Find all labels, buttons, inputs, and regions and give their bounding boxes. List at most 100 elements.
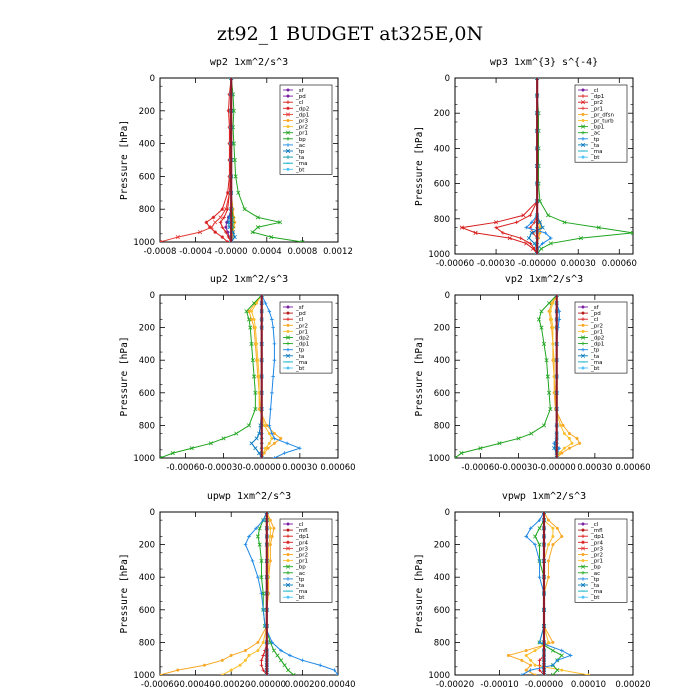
legend-entry: _ta [590,143,599,149]
legend-entry: _dp2 [590,336,604,342]
x-tick-label: -0.00020 [436,680,474,690]
data-point [537,518,542,522]
x-tick-label: -0.00000 [538,463,576,473]
data-point [208,225,212,230]
data-point [261,653,266,658]
data-point [270,317,274,322]
x-tick-label: 0.00060 [602,259,637,269]
legend-marker [581,118,585,123]
data-point [521,213,526,218]
data-point [578,441,582,445]
legend-entry: _pd [590,311,601,317]
legend-entry: _pr_dfsn [590,112,615,118]
legend-entry: _cl [295,317,304,323]
legend-entry: _ma [295,589,307,595]
x-tick-label: -0.0004 [179,247,212,257]
data-point [494,225,498,230]
y-axis-label: Pressure [hPa] [119,336,130,416]
panel-up2: up2 1xm^2/s^3 Pressure [hPa] 0 200 400 600 800… [119,274,356,473]
data-point [254,436,259,441]
data-point [170,451,175,456]
legend-marker [286,522,290,526]
legend-entry: _sf [295,305,305,311]
y-tick-label: 200 [139,107,155,117]
data-point [551,663,555,668]
legend-marker [580,124,586,129]
legend-marker [286,155,290,159]
data-point [255,301,259,305]
data-point [250,230,255,235]
legend: _sf_pd_cl_pr2_pr1_dp2_dp1_tp_ta_ma_bt [279,301,333,374]
plot-area [160,78,305,242]
legend-marker [581,341,585,346]
legend-entry: _ac [590,131,600,137]
legend: _cl_mfl_dp1_pr4_pr3_pr2_pr1_bp_ac_tp_ta_… [574,518,628,603]
data-point [278,658,284,663]
data-point [558,423,563,427]
plot-area [455,295,582,458]
data-point [575,436,579,440]
data-point [229,78,234,81]
data-point [537,575,542,579]
data-point [220,225,225,230]
data-point [259,663,264,668]
legend-marker [581,329,585,333]
plot-area [506,512,591,675]
data-point [271,648,277,653]
x-tick-label: -0.00000 [243,463,281,473]
y-tick-label: 800 [139,205,155,215]
data-point [222,215,226,220]
legend-marker [285,335,291,340]
legend-entry: _bp [295,137,306,143]
y-tick-label: 600 [139,389,155,399]
data-point [568,653,573,658]
y-axis-label: Pressure [hPa] [119,553,130,633]
data-point [473,230,478,235]
data-point [243,658,247,662]
data-point [266,446,270,450]
data-point [213,220,218,225]
data-point [247,309,251,313]
data-point [535,78,540,81]
data-point [524,668,528,672]
legend-entry: _tp [295,577,305,583]
series-dp2 [160,295,264,458]
data-point [264,512,269,515]
data-point [529,431,534,436]
plot-frame [454,294,634,459]
data-point [541,341,547,346]
data-point [459,225,464,230]
x-tick-label: 0.00040 [320,680,355,690]
legend-entry: _bt [590,155,600,161]
data-point [270,431,274,436]
data-point [253,446,258,451]
x-tick-label: -0.00030 [204,463,242,473]
legend-entry: _dp1 [590,94,604,100]
data-point [540,241,545,246]
data-point [533,663,537,667]
data-point [259,295,264,298]
y-tick-label: 200 [139,541,155,551]
legend-marker [581,522,585,526]
data-point [202,663,207,667]
legend-entry: _pr2 [590,553,603,559]
y-tick-label: 600 [434,606,450,616]
data-point [254,526,258,531]
legend-entry: _pr1 [295,559,308,565]
y-tick-label: 0 [445,291,450,301]
data-point [243,542,248,547]
legend-entry: _ma [590,360,602,366]
legend-marker [581,130,585,135]
y-tick-label: 0 [150,291,155,301]
data-point [233,174,238,179]
legend-marker [286,88,290,92]
x-tick-label: -0.00000 [518,259,556,269]
x-tick-label: 0.00010 [571,680,606,690]
legend-marker [581,88,585,92]
y-tick-label: 400 [139,573,155,583]
y-tick-label: 400 [434,356,450,366]
data-point [272,526,276,530]
data-point [224,230,228,234]
legend-entry: _pr_turb [590,119,614,125]
legend-entry: _mfl [295,528,308,534]
